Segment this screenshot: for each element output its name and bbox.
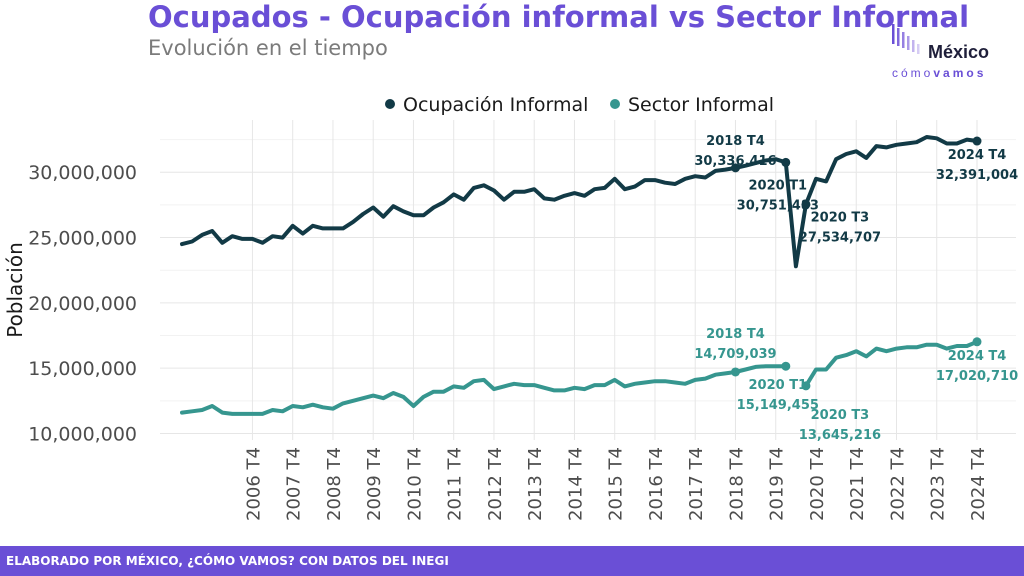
logo-line2: cómovamos <box>892 66 987 80</box>
legend-marker-icon <box>610 99 620 109</box>
x-tick-label: 2024 T4 <box>968 447 989 521</box>
x-tick-label: 2012 T4 <box>485 447 506 521</box>
data-label-value: 30,336,416 <box>694 154 776 169</box>
data-point-marker <box>801 381 811 391</box>
data-label-value: 30,751,483 <box>737 198 819 213</box>
x-tick-label: 2006 T4 <box>243 447 264 521</box>
y-tick-label: 20,000,000 <box>28 293 137 315</box>
data-point-marker <box>781 361 791 371</box>
data-point-marker <box>781 157 791 167</box>
legend-marker-icon <box>385 99 395 109</box>
series-line <box>803 339 979 388</box>
x-tick-label: 2013 T4 <box>525 447 546 521</box>
x-tick-label: 2016 T4 <box>646 447 667 521</box>
x-tick-label: 2019 T4 <box>767 447 788 521</box>
data-label-period: 2020 T3 <box>811 408 870 423</box>
x-tick-label: 2011 T4 <box>445 447 466 521</box>
series-layer <box>180 135 982 416</box>
mexico-como-vamos-logo: México cómovamos <box>888 22 1008 82</box>
y-tick-label: 15,000,000 <box>28 358 137 380</box>
y-tick-label: 25,000,000 <box>28 228 137 250</box>
chart-subtitle: Evolución en el tiempo <box>148 36 388 60</box>
y-tick-label: 30,000,000 <box>28 162 137 184</box>
x-tick-label: 2009 T4 <box>364 447 385 521</box>
logo-line1: México <box>928 42 990 62</box>
x-tick-label: 2007 T4 <box>284 447 305 521</box>
footer-credit: ELABORADO POR MÉXICO, ¿CÓMO VAMOS? CON D… <box>0 546 1024 576</box>
data-label-period: 2018 T4 <box>706 134 765 149</box>
grid-lines <box>160 120 1016 440</box>
data-point-marker <box>972 136 982 146</box>
data-point-marker <box>730 163 740 173</box>
legend-label: Sector Informal <box>628 94 774 116</box>
data-label-value: 27,534,707 <box>799 230 881 245</box>
data-label-period: 2018 T4 <box>706 327 765 342</box>
data-point-marker <box>730 367 740 377</box>
chart-legend: Ocupación Informal Sector Informal <box>385 94 774 116</box>
data-point-marker <box>801 199 811 209</box>
x-tick-label: 2018 T4 <box>726 447 747 521</box>
logo-bars-icon <box>892 24 920 54</box>
series-line <box>180 364 788 416</box>
x-tick-label: 2020 T4 <box>807 447 828 521</box>
legend-label: Ocupación Informal <box>403 94 588 116</box>
series-line <box>180 135 979 269</box>
data-label-period: 2020 T3 <box>811 210 870 225</box>
data-label-value: 14,709,039 <box>694 347 776 362</box>
data-label-period: 2020 T1 <box>748 178 807 193</box>
data-label-value: 32,391,004 <box>936 168 1018 183</box>
x-tick-label: 2023 T4 <box>928 447 949 521</box>
data-label-period: 2024 T4 <box>948 349 1007 364</box>
data-label-value: 15,149,455 <box>737 398 819 413</box>
data-label-value: 13,645,216 <box>799 428 881 443</box>
data-label-period: 2024 T4 <box>948 148 1007 163</box>
x-tick-label: 2017 T4 <box>686 447 707 521</box>
x-axis: 2006 T4 2007 T4 2008 T4 2009 T4 2010 T4 2011 … <box>243 447 989 521</box>
data-point-marker <box>972 337 982 347</box>
line-chart: Ocupación Informal Sector Informal 10,000… <box>3 94 1018 521</box>
data-label-value: 17,020,710 <box>936 369 1018 384</box>
x-tick-label: 2014 T4 <box>565 447 586 521</box>
x-tick-label: 2010 T4 <box>404 447 425 521</box>
y-tick-label: 10,000,000 <box>28 423 137 445</box>
data-label-period: 2020 T1 <box>748 378 807 393</box>
x-tick-label: 2022 T4 <box>887 447 908 521</box>
y-axis: 10,000,000 15,000,000 20,000,000 25,000,000… <box>3 162 137 445</box>
y-axis-label: Población <box>3 242 27 338</box>
x-tick-label: 2015 T4 <box>606 447 627 521</box>
x-tick-label: 2021 T4 <box>847 447 868 521</box>
chart-title: Ocupados - Ocupación informal vs Sector … <box>148 0 970 34</box>
x-tick-label: 2008 T4 <box>324 447 345 521</box>
